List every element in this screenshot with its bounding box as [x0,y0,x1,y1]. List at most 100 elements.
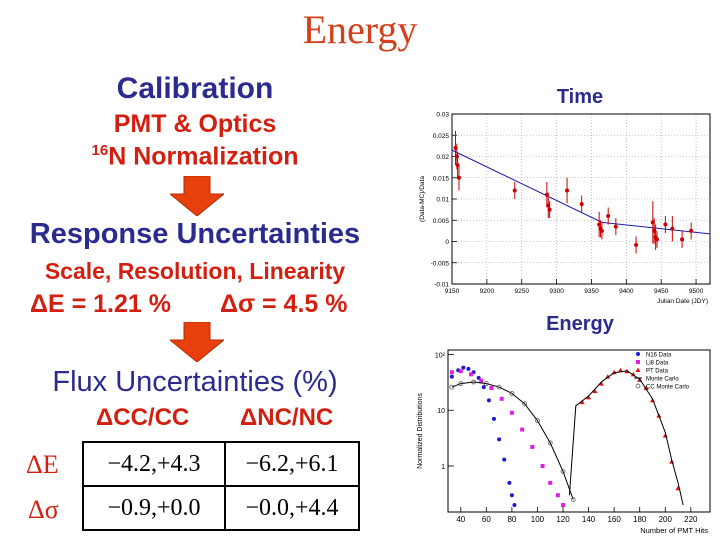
time-x-tick-label: 9300 [549,288,564,295]
energy-data-point [486,398,491,403]
time-data-point [547,207,552,212]
energy-data-point [497,437,502,442]
energy-data-point [579,399,585,405]
energy-data-point [509,391,515,396]
down-arrow-icon [170,176,224,216]
energy-series-line [568,370,684,506]
time-data-point [680,237,685,242]
energy-x-tick-label: 200 [659,515,673,524]
time-fit-line [451,149,711,235]
energy-data-point [509,493,514,498]
energy-legend-marker [635,367,641,372]
energy-data-point [466,366,471,371]
calibration-heading: Calibration [116,72,274,105]
energy-data-point [605,374,611,379]
time-plot-frame [451,113,711,285]
time-x-tick-label: 9200 [480,288,495,295]
energy-data-point [502,457,507,462]
energy-data-point [522,401,528,407]
energy-data-point [535,418,540,424]
energy-data-point [555,493,560,498]
energy-data-point [481,385,486,390]
time-x-tick-label: 9500 [689,288,704,295]
energy-data-point [530,444,535,449]
energy-legend-marker [636,360,640,364]
energy-chart-title: Energy [546,313,614,335]
energy-plot-frame [447,349,711,513]
table-row: −4.2,+4.3 −6.2,+6.1 [82,441,360,487]
cell-delta-sigma-cc: −0.9,+0.0 [82,485,226,531]
energy-data-point [469,372,474,377]
time-data-point [579,202,584,207]
pmt-optics-label: PMT & Optics [113,110,277,138]
energy-data-point [492,416,497,421]
time-chart: -0.01 -0.005 0 0.005 0.01 0.015 0.02 0.025 0.03 9… [412,108,716,310]
down-arrow-icon-2 [170,322,224,362]
energy-x-tick-label: 140 [582,515,596,524]
time-data-point [670,226,675,231]
time-y-tick-label: 0.005 [433,218,450,225]
energy-data-point [449,384,455,390]
time-y-tick-label: -0.005 [431,260,450,267]
time-data-point [634,242,639,247]
time-y-tick-label: 0.01 [436,197,449,204]
energy-x-tick-label: 40 [456,515,465,524]
table-row: −0.9,+0.0 −0.0,+4.4 [82,485,360,531]
energy-x-tick-label: 80 [507,515,516,524]
energy-legend-label: PT Data [646,369,669,375]
flux-uncertainties-heading: Flux Uncertainties (%) [52,366,338,398]
time-data-point [613,224,618,229]
energy-data-point [471,379,476,385]
energy-y-tick-label: 1 [441,464,445,471]
col-header-cc: ΔCC/CC [96,404,190,431]
energy-x-tick-label: 160 [607,515,621,524]
energy-data-point [496,384,502,390]
time-y-tick-label: -0.01 [434,282,449,289]
time-y-tick-label: 0.03 [436,112,449,119]
time-y-tick-label: 0 [445,239,449,246]
cell-delta-e-nc: −6.2,+6.1 [224,441,360,487]
energy-legend-label: Li8 Data [646,361,669,367]
flux-table: −4.2,+4.3 −6.2,+6.1 −0.9,+0.0 −0.0,+4.4 [82,441,360,531]
time-y-tick-label: 0.02 [436,154,449,161]
energy-data-point [483,381,489,386]
time-x-tick-label: 9250 [514,288,529,295]
energy-data-point [561,503,566,508]
energy-data-point [548,480,553,485]
time-data-point [689,228,694,233]
time-y-tick-label: 0.015 [433,175,450,182]
energy-legend-label: N16 Data [646,353,672,359]
col-header-nc: ΔNC/NC [240,404,334,431]
energy-x-tick-label: 220 [684,515,698,524]
energy-legend-marker [635,383,641,389]
energy-data-point [598,381,604,386]
delta-sigma-value: Δσ = 4.5 % [220,290,348,318]
time-y-tick-label: 0.025 [433,133,450,140]
time-data-point [599,228,604,233]
energy-y-tick-label: 10 [437,408,445,415]
time-data-point [454,154,459,159]
energy-data-point [643,385,649,391]
response-uncertainties-heading: Response Uncertainties [29,218,361,250]
energy-x-tick-label: 60 [482,515,491,524]
n16-superscript: 16 [91,142,109,159]
energy-legend-label: CC Monte Carlo [646,385,690,391]
energy-data-point [479,378,484,383]
energy-data-point [509,410,514,415]
time-x-tick-label: 9350 [584,288,599,295]
energy-chart: 1 10 10² 40 60 80 100 120 140 160 180 200 220 N16 Dat… [412,340,716,538]
time-x-axis-label: Julian Date (JDY) [657,298,708,305]
time-data-point [606,214,611,218]
energy-data-point [520,427,525,432]
energy-y-axis-label: Normalized Distributions [417,393,424,469]
time-data-point [565,188,570,193]
energy-y-tick-label: 10² [435,352,446,359]
energy-data-point [512,503,517,508]
response-subheading: Scale, Resolution, Linearity [44,258,346,284]
energy-data-point [507,480,512,485]
row-label-delta-sigma: Δσ [28,495,59,524]
time-x-tick-label: 9450 [654,288,669,295]
energy-legend-label: Monte Carlo [646,377,679,383]
delta-e-value: ΔE = 1.21 % [30,290,171,318]
energy-data-point [458,381,464,386]
